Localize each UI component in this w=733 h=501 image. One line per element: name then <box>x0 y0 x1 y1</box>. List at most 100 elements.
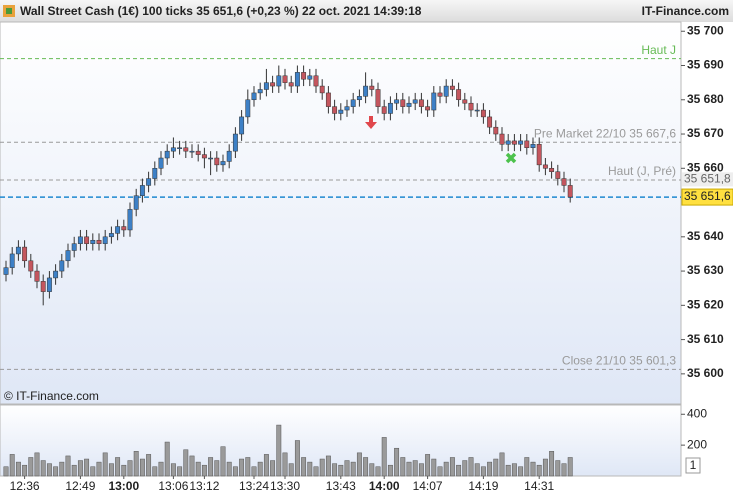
level-label: Close 21/10 35 601,3 <box>562 354 676 368</box>
candle-body <box>394 99 400 104</box>
candle-body <box>115 226 121 234</box>
candle-body <box>239 116 245 135</box>
candle-body <box>71 243 77 251</box>
volume-bar <box>40 460 46 477</box>
candle-body <box>158 157 164 169</box>
candle-body <box>276 75 282 87</box>
candle-body <box>332 106 338 114</box>
x-tick-label: 12:49 <box>65 479 95 493</box>
volume-bar <box>164 441 170 477</box>
previous-tag: 35 651,8 <box>684 172 731 186</box>
volume-bar <box>536 464 542 477</box>
level-label: Haut (J, Pré) <box>608 164 676 178</box>
last-price-tag-box <box>681 188 733 206</box>
candle-body <box>282 75 288 83</box>
volume-bar <box>425 454 431 477</box>
volume-bar <box>431 458 437 477</box>
x-tick-label: 13:06 <box>158 479 188 493</box>
volume-bar <box>499 452 505 477</box>
candle-body <box>22 246 28 262</box>
volume-bar <box>301 457 307 477</box>
x-tick-label: 14:31 <box>524 479 554 493</box>
x-tick-label: 13:24 <box>239 479 269 493</box>
candle-body <box>251 92 257 101</box>
volume-bar <box>201 464 207 477</box>
volume-bar <box>375 466 381 477</box>
candle-body <box>350 99 356 107</box>
candle-body <box>493 126 499 135</box>
volume-bar <box>77 460 83 477</box>
volume-bar <box>46 463 52 477</box>
volume-bar <box>59 461 65 477</box>
volume-bar <box>381 437 387 477</box>
volume-bar <box>313 466 319 477</box>
candle-body <box>170 147 176 152</box>
candle-body <box>195 150 201 155</box>
volume-bar <box>158 461 164 477</box>
candle-body <box>3 267 9 275</box>
volume-bar <box>53 466 59 477</box>
last-price-tag: 35 651,6 <box>684 189 731 203</box>
volume-bar <box>387 464 393 477</box>
volume-bar <box>350 461 356 477</box>
y-tick-label: 35 620 <box>687 298 724 312</box>
y-tick-label: 35 670 <box>687 126 724 140</box>
candle-body <box>387 102 393 114</box>
header-icon-inner <box>6 8 12 14</box>
volume-bar <box>394 447 400 477</box>
volume-bar <box>406 461 412 477</box>
candle-body <box>412 99 418 104</box>
candle-body <box>400 99 406 107</box>
candle-body <box>34 270 40 282</box>
volume-bar <box>511 463 517 477</box>
previous-tag-box <box>682 172 733 187</box>
volume-bar <box>462 460 468 477</box>
volume-bar <box>356 452 362 477</box>
volume-bar <box>524 457 530 477</box>
volume-tick-label: 200 <box>687 437 707 451</box>
candle-body <box>443 85 449 97</box>
candle-body <box>257 89 263 94</box>
candle-body <box>505 140 511 145</box>
x-tick-label: 13:12 <box>189 479 219 493</box>
volume-bar <box>9 454 15 477</box>
candle-body <box>245 99 251 118</box>
candle-body <box>406 102 412 107</box>
volume-bar <box>307 461 313 477</box>
candle-body <box>294 72 300 87</box>
volume-bar <box>177 466 183 477</box>
candle-body <box>183 147 189 152</box>
level-label: Haut J <box>641 43 676 57</box>
volume-bar <box>170 463 176 477</box>
candle-body <box>146 178 152 186</box>
candle-body <box>425 106 431 111</box>
candle-body <box>46 277 52 292</box>
candle-body <box>108 233 114 238</box>
volume-bar <box>245 457 251 477</box>
x-tick-label: 14:19 <box>468 479 498 493</box>
candle-body <box>487 116 493 128</box>
volume-bar <box>183 449 189 477</box>
volume-bar <box>468 457 474 477</box>
volume-bar <box>319 458 325 477</box>
candle-body <box>530 144 536 148</box>
candle-body <box>201 154 207 159</box>
volume-scale-box <box>685 457 701 474</box>
volume-bar <box>226 461 232 477</box>
volume-bar <box>456 464 462 477</box>
candle-body <box>319 85 325 94</box>
volume-bar <box>518 466 524 477</box>
candle-body <box>65 250 71 262</box>
volume-bar <box>139 458 145 477</box>
volume-bar <box>325 455 331 477</box>
volume-bar <box>437 466 443 477</box>
y-tick-label: 35 680 <box>687 92 724 106</box>
source: IT-Finance.com <box>642 4 729 18</box>
candle-body <box>220 161 226 166</box>
volume-bar <box>65 455 71 477</box>
volume-bar <box>84 458 90 477</box>
x-tick-label: 13:00 <box>108 479 139 493</box>
candle-body <box>270 82 276 87</box>
candle-body <box>511 140 517 145</box>
